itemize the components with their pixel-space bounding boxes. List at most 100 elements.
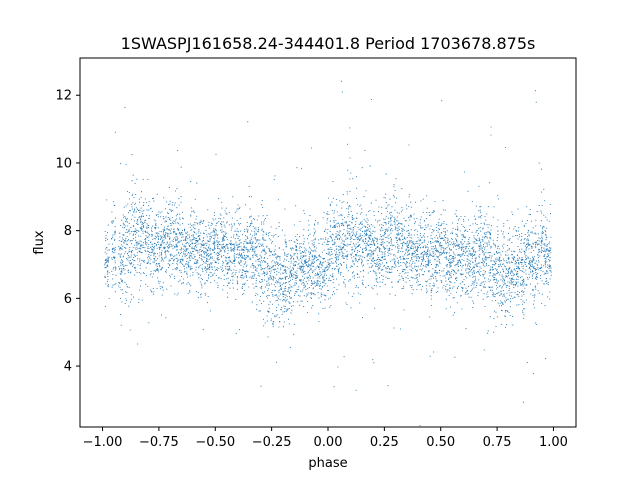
data-point [334, 242, 336, 244]
data-point [452, 222, 454, 224]
data-point [380, 251, 382, 253]
data-point [322, 278, 324, 280]
data-point [220, 278, 222, 280]
data-point [184, 246, 186, 248]
data-point [225, 278, 228, 280]
data-point [438, 218, 440, 220]
data-point [365, 234, 367, 236]
data-point [482, 240, 484, 242]
data-point [106, 261, 108, 263]
data-point [144, 238, 147, 240]
data-point [259, 295, 262, 297]
data-point [347, 193, 349, 195]
data-point [120, 225, 122, 227]
data-point [480, 289, 482, 291]
data-point [341, 223, 343, 225]
data-point [376, 241, 378, 243]
data-point [169, 223, 171, 225]
data-point [454, 272, 456, 274]
data-point [355, 285, 358, 287]
data-point [292, 305, 294, 307]
data-point [180, 251, 183, 253]
data-point [158, 271, 160, 273]
data-point [451, 238, 453, 240]
data-point [180, 240, 183, 242]
data-point [128, 228, 130, 230]
data-point [346, 245, 348, 247]
data-point [314, 224, 316, 226]
data-point [237, 261, 239, 263]
data-point [453, 286, 455, 288]
data-point [404, 269, 406, 271]
data-point [174, 237, 176, 239]
data-point [369, 228, 371, 230]
data-point [321, 263, 323, 265]
data-point [133, 209, 136, 211]
data-point [299, 304, 301, 306]
data-point [474, 278, 477, 280]
data-point [419, 232, 421, 235]
data-point [129, 262, 131, 264]
data-point [413, 229, 416, 231]
data-point [198, 230, 200, 232]
data-point [214, 229, 216, 231]
data-point [146, 274, 148, 277]
data-point [482, 257, 484, 259]
data-point [479, 226, 481, 229]
data-point [252, 241, 254, 243]
data-point [180, 234, 182, 236]
data-point [446, 223, 448, 225]
data-point [104, 251, 106, 253]
data-point [403, 254, 406, 256]
data-point [224, 256, 227, 258]
data-point [438, 269, 440, 271]
data-point [257, 274, 259, 277]
data-point [185, 254, 188, 257]
data-point [402, 269, 404, 271]
data-point [305, 262, 307, 264]
data-point [284, 269, 286, 271]
data-point [370, 241, 372, 243]
data-point [200, 232, 202, 234]
data-point [123, 206, 125, 208]
data-point [217, 285, 219, 287]
data-point [432, 230, 434, 232]
data-point [185, 260, 187, 263]
data-point [391, 224, 393, 226]
data-point [269, 255, 271, 257]
data-point [305, 258, 307, 260]
data-point [321, 262, 324, 264]
data-point [191, 239, 193, 241]
data-point [400, 211, 402, 213]
data-point [204, 292, 206, 294]
data-point [472, 246, 474, 248]
data-point [215, 274, 217, 277]
data-point [259, 243, 261, 245]
data-point [250, 246, 252, 249]
data-point [132, 193, 134, 195]
data-point [462, 246, 464, 248]
data-point [395, 236, 397, 238]
data-point [300, 246, 302, 248]
data-point [413, 253, 415, 255]
data-point [394, 294, 396, 296]
data-point [183, 265, 185, 267]
data-point [261, 281, 263, 283]
data-point [473, 250, 475, 253]
data-point [443, 223, 445, 225]
data-point [457, 285, 460, 287]
data-point [197, 259, 199, 261]
data-point [335, 251, 337, 253]
data-point [422, 235, 424, 237]
data-point [450, 254, 452, 256]
data-point [449, 281, 451, 283]
data-point [217, 258, 219, 261]
data-point [478, 185, 480, 187]
data-point [323, 249, 325, 251]
data-point [347, 270, 349, 272]
data-point [352, 226, 354, 228]
data-point [258, 243, 260, 245]
data-point [284, 239, 286, 241]
data-point [423, 236, 425, 238]
